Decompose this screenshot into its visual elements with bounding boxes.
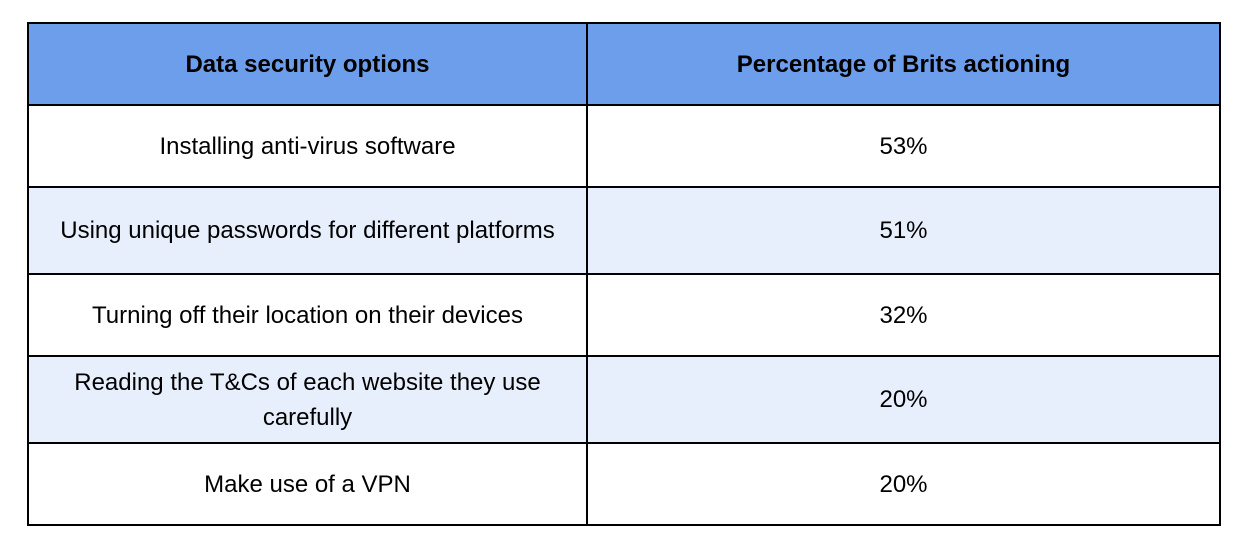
percentage-cell: 20% [586, 355, 1221, 444]
option-cell: Using unique passwords for different pla… [27, 186, 588, 275]
percentage-cell: 20% [586, 442, 1221, 526]
percentage-cell: 32% [586, 273, 1221, 357]
table-row: Using unique passwords for different pla… [27, 186, 1221, 275]
header-percentage: Percentage of Brits actioning [586, 22, 1221, 106]
table-row: Reading the T&Cs of each website they us… [27, 355, 1221, 444]
data-security-table-container: Data security options Percentage of Brit… [27, 22, 1221, 526]
table-row: Make use of a VPN 20% [27, 442, 1221, 526]
percentage-cell: 51% [586, 186, 1221, 275]
table-row: Installing anti-virus software 53% [27, 104, 1221, 188]
data-security-table: Data security options Percentage of Brit… [27, 22, 1221, 526]
header-data-security-options: Data security options [27, 22, 588, 106]
option-cell: Turning off their location on their devi… [27, 273, 588, 357]
percentage-cell: 53% [586, 104, 1221, 188]
table-header-row: Data security options Percentage of Brit… [27, 22, 1221, 106]
option-cell: Reading the T&Cs of each website they us… [27, 355, 588, 444]
option-cell: Make use of a VPN [27, 442, 588, 526]
option-cell: Installing anti-virus software [27, 104, 588, 188]
table-row: Turning off their location on their devi… [27, 273, 1221, 357]
